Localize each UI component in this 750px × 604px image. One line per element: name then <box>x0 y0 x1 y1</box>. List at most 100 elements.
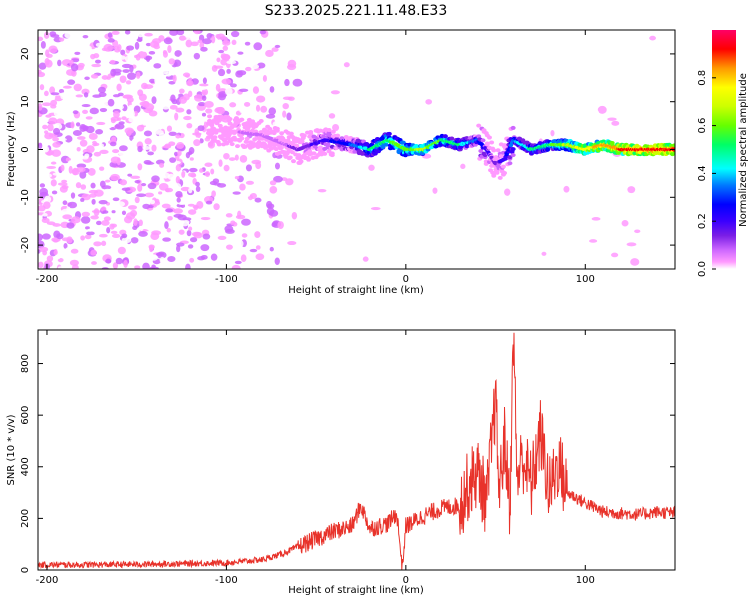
heatmap-cell <box>81 211 91 217</box>
heatmap-cell <box>130 175 141 179</box>
heatmap-cell <box>193 30 201 35</box>
heatmap-cell <box>282 110 287 118</box>
heatmap-cell <box>244 41 251 46</box>
heatmap-cell <box>129 135 134 141</box>
heatmap-cell <box>317 145 323 150</box>
heatmap-cell <box>90 215 99 220</box>
heatmap-cell <box>242 192 251 198</box>
heatmap-cell <box>175 190 183 198</box>
heatmap-cell <box>106 227 111 234</box>
heatmap-cell <box>69 140 77 149</box>
spectrogram-x-ticks: -200 -100 0 100 <box>36 30 595 285</box>
heatmap-cell <box>273 175 283 183</box>
heatmap-cell <box>144 138 152 145</box>
heatmap-cell <box>182 72 191 78</box>
heatmap-cell <box>260 105 268 113</box>
heatmap-cell <box>484 141 490 146</box>
heatmap-cell <box>50 92 60 96</box>
heatmap-cell <box>107 32 113 38</box>
heatmap-cell <box>81 104 91 108</box>
heatmap-cell <box>123 259 128 268</box>
heatmap-cell <box>75 122 81 127</box>
heatmap-cell <box>42 173 53 179</box>
heatmap-cell <box>216 106 226 115</box>
heatmap-cell <box>672 151 675 156</box>
heatmap-cell <box>204 162 213 167</box>
heatmap-cell <box>226 60 237 65</box>
heatmap-cell <box>58 37 65 42</box>
heatmap-cell <box>42 153 47 158</box>
heatmap-cell <box>169 30 179 36</box>
x-tick-label: -100 <box>215 274 238 285</box>
heatmap-cell <box>326 127 332 132</box>
heatmap-cell <box>116 83 122 92</box>
heatmap-cell <box>38 71 46 78</box>
heatmap-cell <box>158 182 169 191</box>
heatmap-cell <box>185 151 191 159</box>
heatmap-cell <box>56 233 64 240</box>
y-tick-label: -20 <box>20 237 31 253</box>
heatmap-cell <box>175 183 182 191</box>
heatmap-cell <box>109 127 117 131</box>
heatmap-cell <box>432 187 438 194</box>
heatmap-cell <box>167 255 176 262</box>
heatmap-cell <box>635 34 641 38</box>
heatmap-cell <box>311 151 317 156</box>
heatmap-cell <box>215 195 225 200</box>
heatmap-cell <box>197 256 206 261</box>
x-tick-label: 100 <box>576 575 595 586</box>
heatmap-cell <box>181 171 186 178</box>
heatmap-cell <box>215 34 221 39</box>
heatmap-cell <box>83 92 89 98</box>
heatmap-cell <box>75 166 86 173</box>
heatmap-cell <box>172 74 177 83</box>
heatmap-cell <box>271 47 279 52</box>
y-tick-label: 800 <box>20 354 31 373</box>
heatmap-cell <box>272 121 279 128</box>
heatmap-cell <box>185 263 191 269</box>
heatmap-cell <box>111 30 120 35</box>
heatmap-cell <box>57 182 68 186</box>
heatmap-cell <box>284 78 290 87</box>
heatmap-cell <box>64 135 73 143</box>
heatmap-cell <box>589 239 598 243</box>
heatmap-cell <box>84 234 92 240</box>
heatmap-cell <box>70 248 79 254</box>
heatmap-cell <box>96 220 102 226</box>
heatmap-cell <box>230 220 236 226</box>
heatmap-cell <box>52 136 59 142</box>
heatmap-cell <box>386 131 392 136</box>
heatmap-cell <box>101 219 110 226</box>
heatmap-cell <box>128 110 135 119</box>
heatmap-cell <box>335 133 341 138</box>
heatmap-cell <box>137 33 144 38</box>
x-tick-label: -200 <box>36 575 59 586</box>
heatmap-cell <box>176 197 181 203</box>
y-tick-label: 10 <box>20 95 31 108</box>
heatmap-cell <box>77 62 85 68</box>
heatmap-cell <box>51 190 58 195</box>
heatmap-cell <box>404 98 410 105</box>
heatmap-cell <box>133 154 142 162</box>
heatmap-cell <box>61 237 71 242</box>
snr-y-label: SNR (10 * v/v) <box>6 414 17 485</box>
heatmap-cell <box>60 164 65 172</box>
heatmap-cell <box>204 171 211 177</box>
heatmap-cell <box>99 66 110 73</box>
heatmap-cell <box>38 142 43 149</box>
heatmap-cell <box>98 92 107 98</box>
heatmap-cell <box>86 228 94 232</box>
heatmap-cell <box>80 197 85 202</box>
heatmap-cell <box>134 265 141 269</box>
heatmap-cell <box>85 125 95 134</box>
heatmap-cell <box>285 178 294 186</box>
heatmap-cell <box>127 205 138 210</box>
heatmap-cell <box>135 71 141 79</box>
heatmap-cell <box>223 152 230 160</box>
heatmap-cell <box>495 148 501 153</box>
heatmap-cell <box>74 76 83 83</box>
heatmap-cell <box>308 129 314 134</box>
heatmap-cell <box>489 140 495 145</box>
heatmap-cell <box>197 125 205 132</box>
